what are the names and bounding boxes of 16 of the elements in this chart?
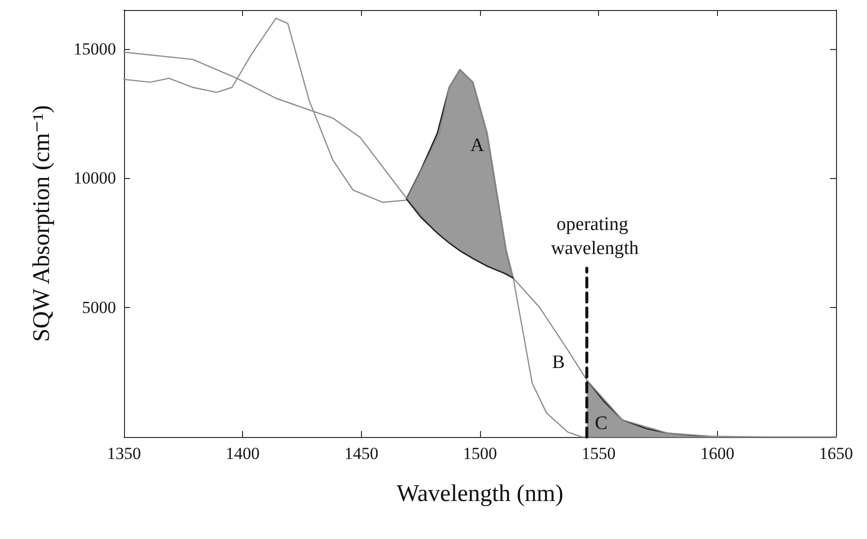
series-label: operating wavelength	[551, 214, 640, 259]
x-tick-label: 1450	[344, 444, 378, 463]
annotation: C	[594, 413, 608, 434]
annotation: B	[552, 352, 565, 374]
x-tick-label: 1500	[463, 444, 497, 463]
x-tick-label: 1400	[226, 444, 260, 463]
x-tick-label: 1600	[700, 444, 734, 463]
x-axis-title: Wavelength (nm)	[396, 481, 564, 507]
y-tick-label: 15000	[74, 39, 116, 58]
x-tick-label: 1550	[582, 444, 616, 463]
y-tick-label: 5000	[82, 298, 116, 318]
x-tick-label: 1650	[819, 444, 853, 463]
y-axis-title: SQW Absorption (cm⁻¹)	[29, 105, 55, 342]
y-tick-label: 10000	[74, 168, 116, 188]
annotation: A	[470, 135, 484, 156]
x-tick-label: 1350	[107, 444, 141, 463]
